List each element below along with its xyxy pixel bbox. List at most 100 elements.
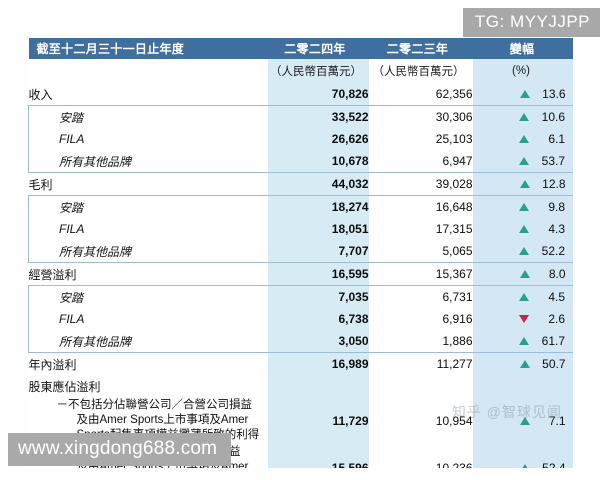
row-label-line: －不包括分佔聯營公司／合營公司損益	[56, 399, 253, 411]
cell-year1: 16,989	[267, 352, 369, 375]
change-cell-content: 6.1	[473, 132, 574, 146]
cell-year1: 3,050	[267, 330, 369, 353]
cell-change: 2.6	[472, 308, 574, 330]
cell-change: 50.7	[472, 352, 574, 375]
up-triangle-icon	[519, 180, 530, 188]
cell-year1: 26,626	[267, 128, 369, 150]
change-value: 4.5	[548, 290, 565, 304]
table-row: 安踏 7,035 6,731 4.5	[28, 285, 574, 308]
change-cell-content: 50.7	[473, 357, 574, 371]
cell-year1: 15,596	[267, 444, 369, 468]
change-value: 10.6	[541, 110, 565, 124]
cell-year1: 16,595	[267, 262, 369, 286]
cell-year1: 33,522	[267, 105, 369, 128]
table-row: 毛利 44,032 39,028 12.8	[28, 172, 574, 196]
row-label: 股東應佔溢利	[28, 375, 268, 397]
header-col-change: 變幅	[472, 38, 573, 59]
change-value: 12.8	[542, 177, 566, 191]
change-value: 52.2	[541, 244, 565, 258]
up-triangle-icon	[519, 270, 530, 278]
change-value: 7.1	[548, 413, 566, 428]
units-year1: （人民幣百萬元）	[267, 59, 369, 83]
row-label: FILA	[28, 128, 268, 150]
units-year2: （人民幣百萬元）	[368, 59, 473, 83]
change-cell-content: 12.8	[473, 177, 574, 191]
change-cell-content: 53.7	[473, 154, 574, 168]
cell-year1: 6,738	[267, 308, 369, 330]
cell-change: 10.6	[472, 105, 573, 128]
cell-change: 52.2	[472, 240, 574, 263]
header-col-year2: 二零二三年	[368, 38, 473, 59]
row-label: 經營溢利	[28, 262, 268, 286]
units-change: (%)	[472, 59, 573, 83]
row-label: 所有其他品牌	[28, 330, 268, 353]
up-triangle-icon	[519, 247, 529, 255]
table-row: 收入 70,826 62,356 13.6	[28, 83, 574, 106]
header-col-year1: 二零二四年	[267, 38, 369, 59]
change-cell-content: 4.5	[473, 290, 574, 304]
row-label: 年內溢利	[28, 352, 268, 375]
change-value: 4.3	[548, 222, 565, 236]
change-cell-content: 2.6	[473, 312, 574, 326]
cell-year2: 5,065	[368, 240, 473, 263]
cell-year2: 25,103	[368, 128, 473, 150]
table-row: 所有其他品牌 10,678 6,947 53.7	[28, 150, 574, 173]
cell-year2: 39,028	[368, 172, 473, 196]
cell-year1: 18,051	[267, 218, 369, 240]
cell-year2: 62,356	[368, 83, 473, 106]
change-cell-content: 9.8	[473, 200, 574, 214]
cell-change: 7.1	[472, 397, 574, 444]
change-cell-content: 13.6	[473, 87, 574, 101]
change-cell-content: 52.4	[473, 460, 574, 469]
header-period-label: 截至十二月三十一日止年度	[28, 38, 268, 59]
cell-year2	[368, 375, 473, 397]
up-triangle-icon	[519, 225, 529, 233]
change-value: 2.6	[548, 312, 565, 326]
table-row: 年內溢利 16,989 11,277 50.7	[28, 352, 574, 375]
up-triangle-icon	[519, 337, 529, 345]
change-value: 8.0	[548, 267, 566, 281]
change-value: 53.7	[541, 154, 565, 168]
telegram-watermark: TG: MYYJJPP	[462, 8, 600, 37]
cell-year1: 70,826	[267, 83, 369, 106]
cell-year2: 30,306	[368, 105, 473, 128]
cell-year2: 17,315	[368, 218, 473, 240]
up-triangle-icon	[519, 113, 529, 121]
change-value: 6.1	[548, 132, 565, 146]
row-label: 安踏	[28, 105, 268, 128]
row-label-line: 及由Amer Sports上市事項及Amer	[76, 414, 249, 426]
table-row: 安踏 33,522 30,306 10.6	[28, 105, 573, 128]
cell-year2: 6,947	[368, 150, 473, 173]
change-cell-content: 52.2	[473, 244, 574, 258]
cell-change: 4.5	[472, 285, 574, 308]
change-cell-content: 7.1	[473, 414, 574, 428]
cell-year2: 6,916	[368, 308, 473, 330]
change-value: 50.7	[542, 357, 566, 371]
cell-year2: 10,236	[368, 444, 473, 468]
cell-year2: 16,648	[368, 195, 473, 218]
table-row: FILA 6,738 6,916 2.6	[28, 308, 574, 330]
table-row: 股東應佔溢利	[28, 375, 573, 397]
table-row: 安踏 18,274 16,648 9.8	[28, 195, 574, 218]
cell-year1: 44,032	[267, 172, 369, 196]
cell-year1: 7,707	[267, 240, 369, 263]
site-watermark: www.xingdong688.com	[8, 433, 232, 466]
change-value: 13.6	[542, 87, 566, 101]
table-header-row: 截至十二月三十一日止年度 二零二四年 二零二三年 變幅	[28, 38, 573, 59]
change-value: 52.4	[542, 460, 566, 469]
up-triangle-icon	[519, 157, 529, 165]
cell-change: 6.1	[472, 128, 574, 150]
change-cell-content: 61.7	[473, 334, 574, 348]
financial-table-container: 截至十二月三十一日止年度 二零二四年 二零二三年 變幅 （人民幣百萬元） （人民幣百萬元）…	[28, 38, 573, 468]
table-units-row: （人民幣百萬元） （人民幣百萬元） (%)	[28, 59, 573, 83]
cell-change: 61.7	[472, 330, 574, 353]
cell-change: 9.8	[472, 195, 574, 218]
cell-year1: 11,729	[267, 397, 369, 444]
cell-year1: 18,274	[267, 195, 369, 218]
cell-change: 53.7	[472, 150, 574, 173]
table-row: 經營溢利 16,595 15,367 8.0	[28, 262, 573, 286]
row-label: FILA	[28, 308, 268, 330]
row-label: 安踏	[28, 195, 268, 218]
